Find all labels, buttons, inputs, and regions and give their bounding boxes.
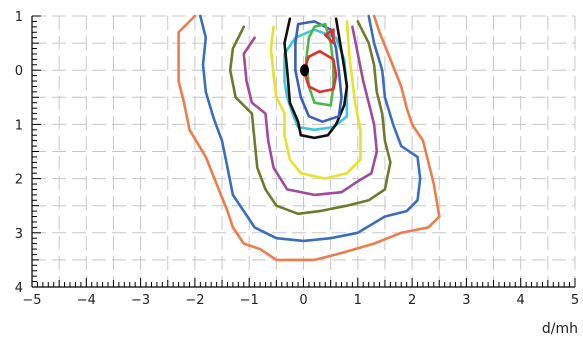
x-tick-label: −3	[131, 293, 150, 308]
contour-line-1	[177, 14, 441, 262]
label-layer: d/mh	[542, 321, 578, 337]
contour-line-7	[283, 17, 349, 140]
contour-line-2	[199, 14, 422, 243]
x-tick-label: 1	[354, 293, 362, 308]
x-tick-label: −4	[77, 293, 96, 308]
y-tick-label: 4	[15, 281, 23, 296]
x-tick-label: 5	[571, 293, 579, 308]
contour-line-11	[323, 28, 335, 45]
y-tick-label: 0	[15, 64, 23, 79]
contour-layer	[177, 14, 441, 262]
contour-line-4	[242, 25, 379, 197]
contour-line-3	[228, 20, 392, 216]
contour-line-8	[294, 20, 343, 123]
contour-line-6	[283, 28, 349, 132]
y-tick-label: 1	[15, 118, 23, 133]
x-tick-label: 2	[408, 293, 416, 308]
x-tick-label: −2	[185, 293, 204, 308]
contour-line-10	[302, 49, 338, 94]
axes-layer: −5 −4 −3 −2 −1 0 1 2 3 4 5 1 0 1 2 3 4	[15, 10, 579, 308]
x-tick-label: 4	[517, 293, 525, 308]
x-tick-label: −1	[240, 293, 259, 308]
x-tick-label: 0	[299, 293, 307, 308]
y-tick-label: 2	[15, 173, 23, 188]
y-tick-label: 1	[15, 10, 23, 25]
x-tick-label: −5	[22, 293, 41, 308]
x-axis-label: d/mh	[542, 321, 578, 337]
peak-marker	[300, 64, 310, 77]
contour-line-9	[304, 22, 335, 107]
y-tick-label: 3	[15, 227, 23, 242]
x-tick-label: 3	[462, 293, 470, 308]
grid-layer	[31, 15, 576, 288]
contour-line-5	[269, 20, 362, 180]
